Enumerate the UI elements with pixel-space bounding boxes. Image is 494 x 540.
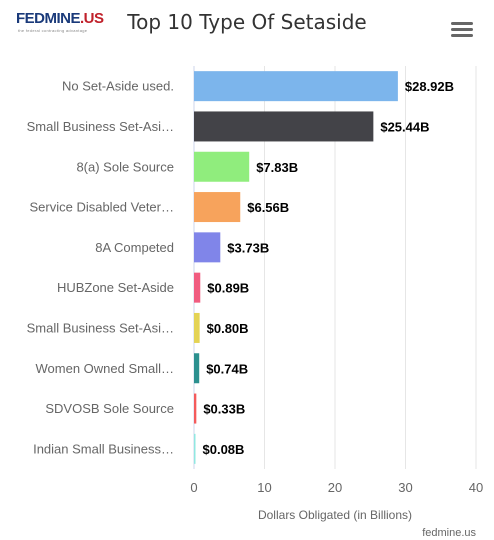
data-label: $0.33B xyxy=(203,402,245,417)
category-label: Small Business Set-Asi… xyxy=(27,320,174,335)
data-label: $0.08B xyxy=(203,442,245,457)
x-tick-label: 10 xyxy=(257,480,271,495)
data-label: $0.74B xyxy=(206,361,248,376)
bar xyxy=(194,353,200,384)
chart-title: Top 10 Type Of Setaside xyxy=(127,10,367,34)
category-label: Women Owned Small… xyxy=(36,361,174,376)
logo-main: FEDMINE xyxy=(16,10,81,27)
data-label: $0.89B xyxy=(207,281,249,296)
fedmine-logo: FEDMINE.US the federal contracting advan… xyxy=(16,8,104,34)
x-tick-label: 20 xyxy=(328,480,342,495)
category-label: 8(a) Sole Source xyxy=(76,159,174,174)
bar xyxy=(194,71,398,102)
data-labels: $28.92B $25.44B $7.83B $6.56B $3.73B $0.89B $0… xyxy=(203,79,455,457)
x-tick-label: 40 xyxy=(469,480,483,495)
data-label: $7.83B xyxy=(256,160,298,175)
category-label: No Set-Aside used. xyxy=(62,79,174,94)
x-axis-title: Dollars Obligated (in Billions) xyxy=(258,508,412,522)
category-label: HUBZone Set-Aside xyxy=(57,280,174,295)
category-label: Indian Small Business… xyxy=(33,441,174,456)
x-tick-labels: 0 10 20 30 40 xyxy=(190,480,483,495)
hamburger-menu-icon[interactable] xyxy=(449,20,475,40)
data-label: $28.92B xyxy=(405,79,454,94)
bar xyxy=(194,151,250,182)
logo-suffix: .US xyxy=(80,10,104,27)
x-tick-label: 0 xyxy=(190,480,197,495)
bar xyxy=(194,272,201,303)
data-label: $6.56B xyxy=(247,200,289,215)
x-tick-label: 30 xyxy=(398,480,412,495)
data-label: $25.44B xyxy=(380,119,429,134)
bars xyxy=(194,71,398,464)
logo-tagline: the federal contracting advantage xyxy=(18,28,88,33)
data-label: $0.80B xyxy=(207,321,249,336)
category-label: 8A Competed xyxy=(95,240,174,255)
bar xyxy=(194,192,241,223)
credit-link[interactable]: fedmine.us xyxy=(422,527,476,539)
bar xyxy=(194,433,196,464)
data-label: $3.73B xyxy=(227,240,269,255)
bar xyxy=(194,393,197,424)
category-label: Small Business Set-Asi… xyxy=(27,119,174,134)
category-label: SDVOSB Sole Source xyxy=(45,401,174,416)
category-labels: No Set-Aside used. Small Business Set-Asi… xyxy=(27,79,174,457)
bar xyxy=(194,232,221,263)
bar xyxy=(194,312,200,343)
category-label: Service Disabled Veter… xyxy=(29,200,174,215)
bar xyxy=(194,111,374,142)
logo-text: FEDMINE.US xyxy=(16,10,104,27)
